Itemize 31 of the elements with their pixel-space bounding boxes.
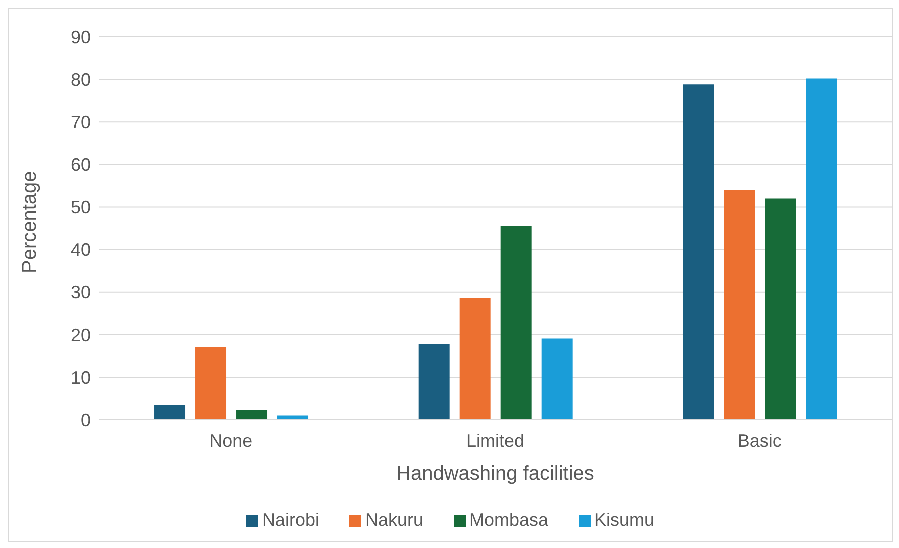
x-axis-title: Handwashing facilities	[396, 463, 594, 485]
bar	[236, 410, 268, 420]
y-tick-label: 30	[70, 282, 91, 303]
y-tick-label: 0	[80, 410, 91, 430]
bar	[154, 406, 186, 420]
x-tick-label: None	[210, 430, 253, 451]
bar	[765, 198, 796, 420]
legend-label: Nakuru	[365, 510, 424, 530]
y-tick-label: 50	[70, 198, 91, 218]
legend-label: Kisumu	[594, 510, 655, 530]
bar	[724, 190, 756, 420]
legend-label: Mombasa	[470, 510, 549, 530]
y-tick-label: 40	[70, 240, 91, 260]
y-axis-title: Percentage	[19, 171, 42, 274]
y-tick-label: 90	[70, 27, 91, 48]
bar	[196, 347, 227, 420]
y-tick-label: 60	[70, 155, 91, 176]
x-tick-label: Basic	[738, 430, 782, 451]
legend-label: Nairobi	[262, 510, 320, 530]
bar	[418, 344, 450, 420]
y-tick-label: 70	[70, 112, 91, 132]
y-tick-label: 20	[70, 325, 91, 346]
x-tick-label: Limited	[466, 430, 525, 451]
y-tick-label: 10	[70, 368, 91, 388]
bar	[460, 298, 491, 420]
bar	[683, 84, 714, 420]
bar	[806, 78, 838, 420]
bar	[278, 416, 309, 420]
y-tick-label: 80	[70, 70, 91, 90]
bar	[500, 226, 532, 420]
bar	[542, 338, 573, 420]
